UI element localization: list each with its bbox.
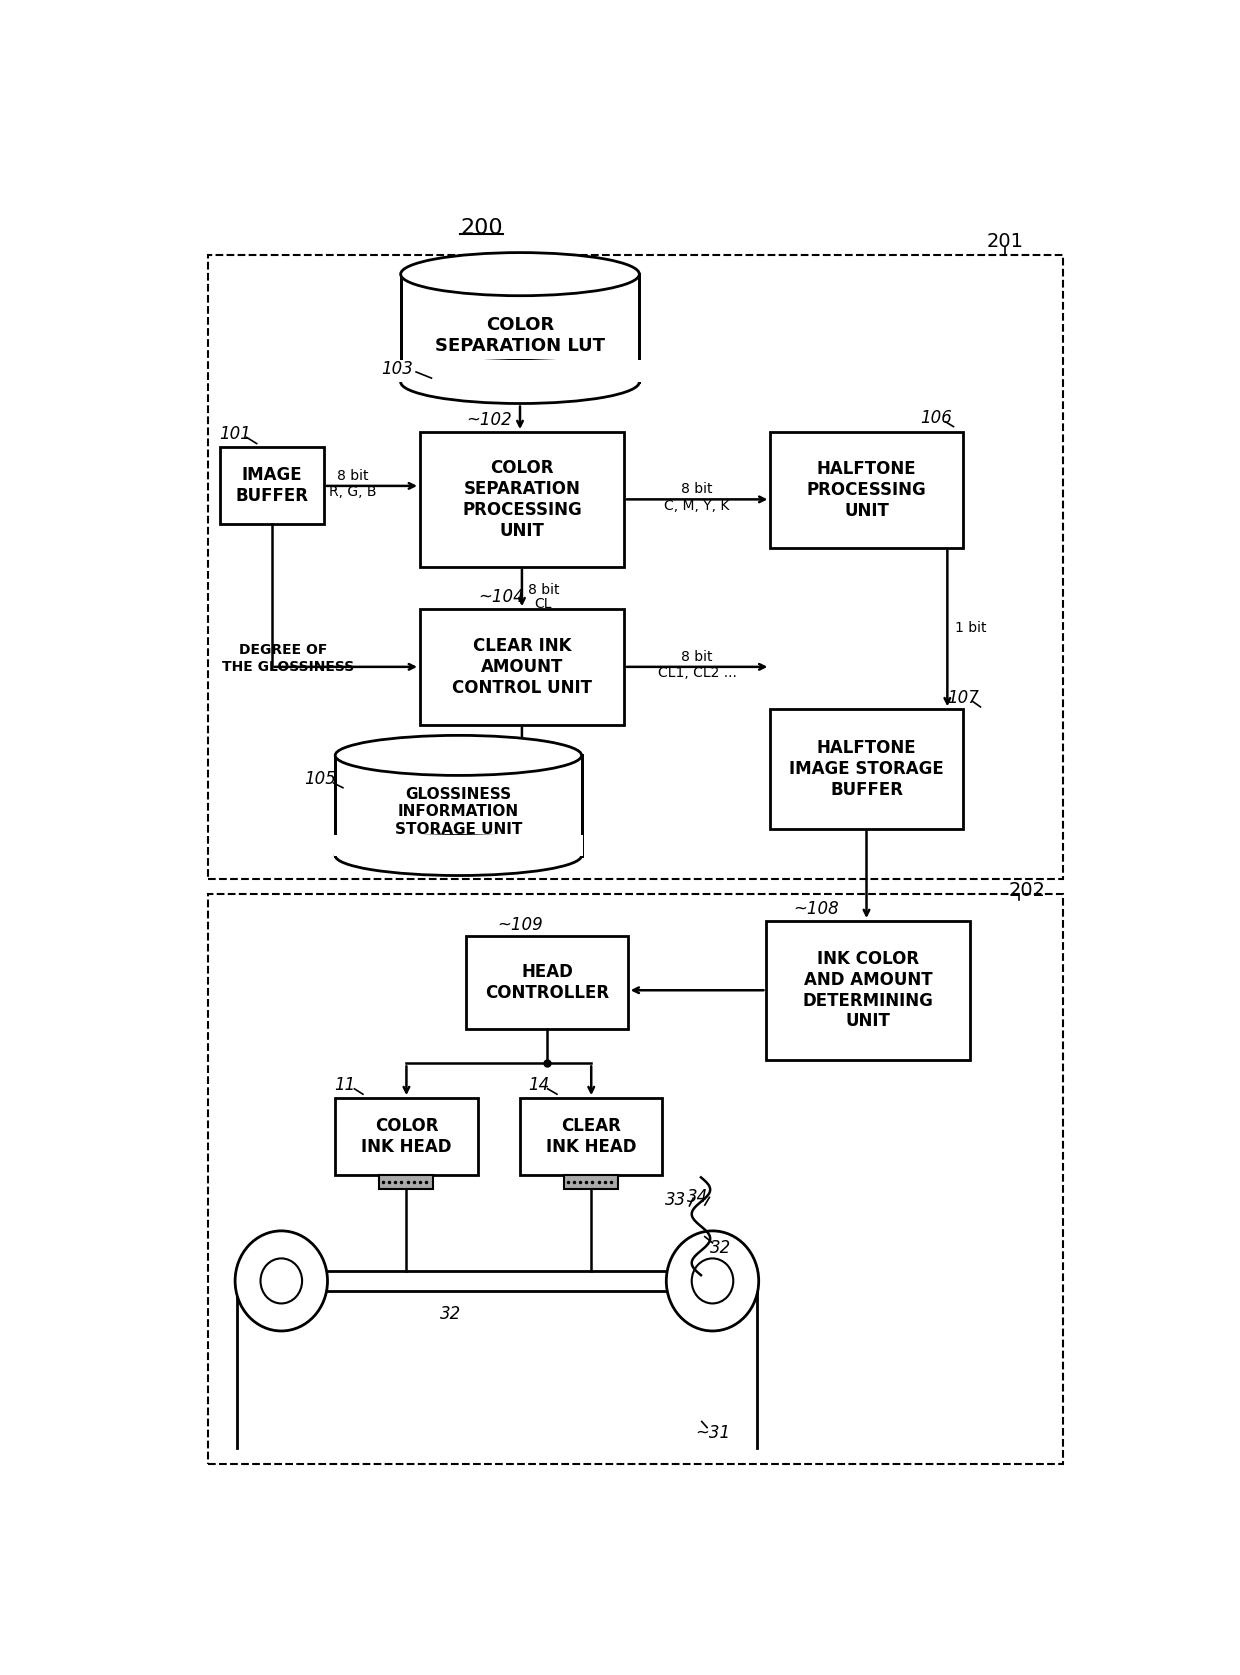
Ellipse shape xyxy=(236,1231,327,1332)
Text: ~31: ~31 xyxy=(694,1424,730,1442)
Bar xyxy=(208,255,1063,879)
Text: 200: 200 xyxy=(460,218,502,238)
Text: CL: CL xyxy=(534,596,552,611)
Text: 32: 32 xyxy=(709,1240,730,1258)
Text: CLEAR INK
AMOUNT
CONTROL UNIT: CLEAR INK AMOUNT CONTROL UNIT xyxy=(451,636,591,697)
Text: ~102: ~102 xyxy=(466,412,512,429)
Text: CL1, CL2 ...: CL1, CL2 ... xyxy=(657,667,737,680)
Ellipse shape xyxy=(401,253,640,296)
Bar xyxy=(399,360,641,382)
Bar xyxy=(564,1176,619,1189)
Bar xyxy=(770,709,962,829)
Text: HEAD
CONTROLLER: HEAD CONTROLLER xyxy=(485,963,609,1002)
Text: GLOSSINESS
INFORMATION
STORAGE UNIT: GLOSSINESS INFORMATION STORAGE UNIT xyxy=(394,787,522,836)
Text: 1 bit: 1 bit xyxy=(955,621,986,635)
Bar xyxy=(335,1099,477,1176)
Text: 14: 14 xyxy=(528,1075,549,1094)
Bar xyxy=(420,432,624,566)
Text: 33: 33 xyxy=(665,1191,686,1209)
Text: 101: 101 xyxy=(219,424,250,442)
Text: 107: 107 xyxy=(947,688,978,707)
Ellipse shape xyxy=(335,836,582,876)
Text: 11: 11 xyxy=(334,1075,355,1094)
Text: 202: 202 xyxy=(1008,881,1045,899)
Text: C, M, Y, K: C, M, Y, K xyxy=(665,499,730,513)
Text: ~104: ~104 xyxy=(477,588,523,606)
Bar xyxy=(208,894,1063,1464)
Text: 32: 32 xyxy=(440,1305,461,1323)
Text: THE GLOSSINESS: THE GLOSSINESS xyxy=(222,660,355,673)
Text: ~108: ~108 xyxy=(794,901,839,918)
Text: 8 bit: 8 bit xyxy=(528,583,559,596)
Text: 8 bit: 8 bit xyxy=(337,469,368,482)
Ellipse shape xyxy=(335,735,582,776)
Bar xyxy=(466,936,627,1028)
Text: 201: 201 xyxy=(987,231,1023,251)
Text: CLEAR
INK HEAD: CLEAR INK HEAD xyxy=(546,1117,636,1156)
Text: COLOR
SEPARATION
PROCESSING
UNIT: COLOR SEPARATION PROCESSING UNIT xyxy=(463,459,582,539)
Bar xyxy=(335,755,582,856)
Ellipse shape xyxy=(666,1231,759,1332)
Ellipse shape xyxy=(401,360,640,404)
Text: R, G, B: R, G, B xyxy=(329,486,377,499)
Bar xyxy=(334,834,583,856)
Text: 106: 106 xyxy=(920,409,952,427)
Bar xyxy=(770,432,962,548)
Text: 8 bit: 8 bit xyxy=(681,482,713,496)
Bar xyxy=(219,447,324,524)
Text: HALFTONE
IMAGE STORAGE
BUFFER: HALFTONE IMAGE STORAGE BUFFER xyxy=(789,739,944,799)
Text: 8 bit: 8 bit xyxy=(681,650,713,663)
Text: IMAGE
BUFFER: IMAGE BUFFER xyxy=(236,467,309,506)
Text: DEGREE OF: DEGREE OF xyxy=(239,643,327,657)
Text: INK COLOR
AND AMOUNT
DETERMINING
UNIT: INK COLOR AND AMOUNT DETERMINING UNIT xyxy=(804,950,934,1030)
Text: 103: 103 xyxy=(381,360,413,379)
Bar xyxy=(401,275,640,382)
Text: 34: 34 xyxy=(687,1188,708,1206)
Bar xyxy=(379,1176,433,1189)
Text: ~109: ~109 xyxy=(497,916,543,933)
Bar xyxy=(766,921,971,1060)
Bar xyxy=(420,610,624,725)
Text: COLOR
INK HEAD: COLOR INK HEAD xyxy=(361,1117,451,1156)
Text: HALFTONE
PROCESSING
UNIT: HALFTONE PROCESSING UNIT xyxy=(807,461,926,519)
Ellipse shape xyxy=(260,1258,303,1303)
Text: COLOR
SEPARATION LUT: COLOR SEPARATION LUT xyxy=(435,317,605,355)
Bar xyxy=(520,1099,662,1176)
Ellipse shape xyxy=(692,1258,733,1303)
Text: 105: 105 xyxy=(304,769,336,787)
